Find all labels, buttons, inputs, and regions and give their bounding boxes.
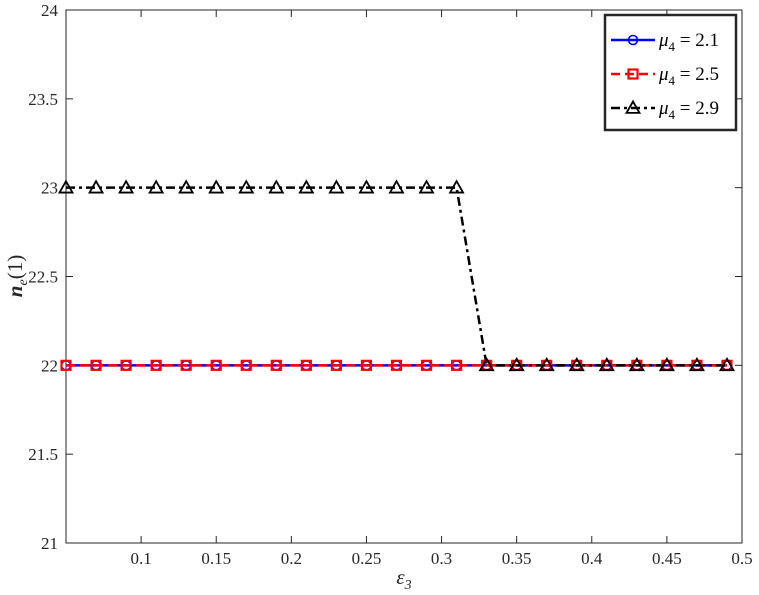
data-point-2 [358,179,375,194]
y-tick-label: 21 [41,534,58,553]
x-tick-label: 0.5 [731,549,752,568]
data-point-2 [688,357,705,372]
data-point-1 [450,359,463,371]
data-point-2 [208,179,225,194]
x-tick-label: 0.35 [502,549,532,568]
data-point-2 [178,179,195,194]
y-axis-label-suffix: (1) [3,255,27,280]
legend-label-0: μ4 = 2.1 [658,30,719,54]
data-point-1 [390,359,403,371]
x-axis-label: ε3 [396,565,411,593]
legend-label-2: μ4 = 2.9 [658,98,719,122]
data-point-2 [478,357,495,372]
data-point-2 [238,179,255,194]
data-point-2 [718,357,736,372]
data-point-2 [598,357,615,372]
data-point-2 [328,179,345,194]
data-point-1 [270,359,282,371]
data-point-1 [420,359,433,371]
data-point-1 [60,359,72,371]
legend-marker-0 [627,34,639,46]
x-tick-label: 0.45 [652,549,682,568]
data-point-2 [118,179,135,194]
data-point-2 [568,357,585,372]
data-point-1 [120,359,132,371]
data-point-1 [330,359,342,371]
x-tick-label: 0.2 [281,549,302,568]
data-point-1 [180,359,192,371]
series-layer [66,186,727,367]
data-point-1 [300,359,312,371]
data-point-2 [148,179,165,194]
data-point-1 [90,359,102,371]
data-point-2 [658,357,675,372]
y-axis-label: ne(1) [3,255,31,297]
legend-subscript: 4 [669,73,676,88]
x-tick-label: 0.15 [201,549,231,568]
x-axis-label-main: ε [396,565,405,589]
x-axis-label-sub: 3 [404,578,412,593]
data-point-2 [298,179,315,194]
markers-layer [57,179,736,372]
data-point-2 [508,357,525,372]
y-tick-label: 22 [41,356,58,375]
legend-symbol: μ [658,98,669,119]
y-axis-label-sub: e [16,279,31,285]
data-point-2 [418,179,435,194]
data-point-2 [388,179,405,194]
series-line-2 [66,186,727,367]
data-point-1 [210,359,222,371]
data-point-2 [268,179,285,194]
legend-subscript: 4 [669,39,676,54]
data-point-2 [628,357,645,372]
data-point-2 [87,179,105,194]
data-point-1 [240,359,252,371]
data-point-1 [150,359,162,371]
legend-value: = 2.1 [675,30,719,51]
x-tick-label: 0.25 [352,549,382,568]
legend-marker-1 [627,68,639,80]
y-tick-label: 22.5 [28,268,58,287]
legend: μ4 = 2.1μ4 = 2.5μ4 = 2.9 [603,13,738,132]
y-axis-label-main: n [3,286,27,298]
y-tick-label: 23 [41,179,58,198]
y-tick-label: 23.5 [28,90,58,109]
legend-value: = 2.9 [675,98,719,119]
data-point-2 [57,179,75,194]
legend-symbol: μ [658,64,669,85]
legend-label-1: μ4 = 2.5 [658,64,719,88]
y-tick-label: 21.5 [28,445,58,464]
data-point-2 [538,357,555,372]
legend-value: = 2.5 [675,64,719,85]
y-ticks: 21 21.5 22 22.5 23 23.5 24 [28,1,742,553]
x-ticks: 0.1 0.15 0.2 0.25 0.3 0.35 0.4 0.45 0.5 [130,10,753,568]
legend-marker-2 [624,99,642,114]
legend-subscript: 4 [669,107,676,122]
legend-symbol: μ [658,30,669,51]
x-tick-label: 0.3 [431,549,452,568]
x-tick-label: 0.1 [130,549,151,568]
data-point-2 [448,179,465,194]
y-tick-label: 24 [41,1,59,20]
x-tick-label: 0.4 [581,549,603,568]
data-point-1 [360,359,373,371]
